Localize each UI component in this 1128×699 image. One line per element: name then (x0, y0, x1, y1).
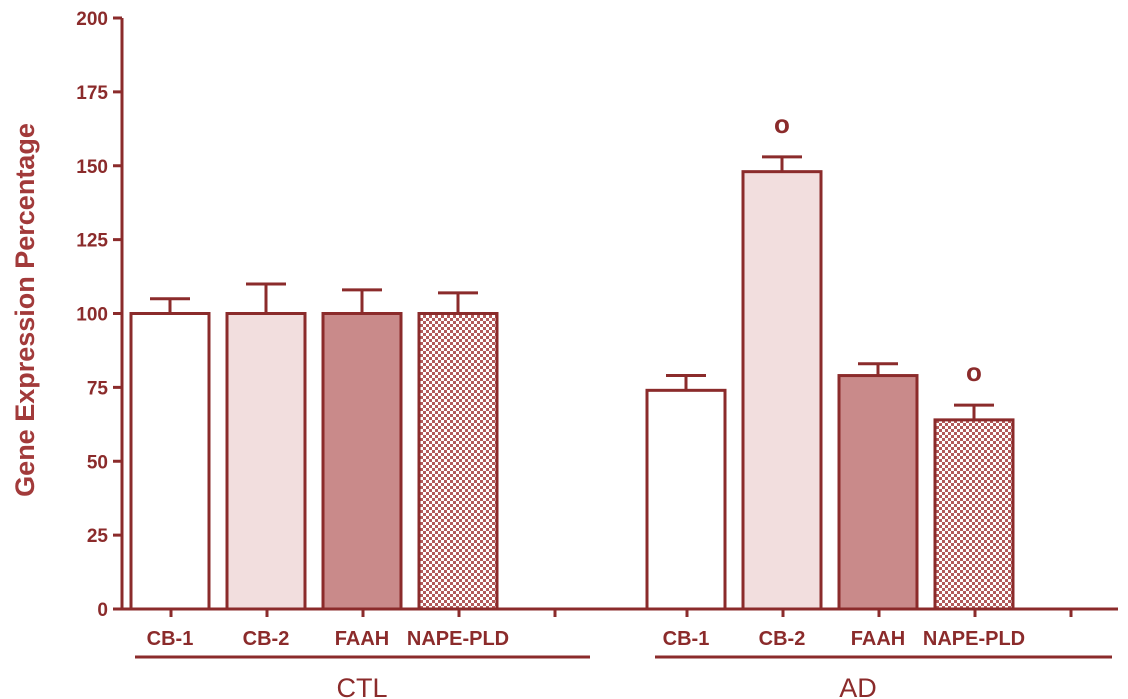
category-labels-layer: CB-1 CB-2 FAAH NAPE-PLD CTL CB-1 CB-2 FAAH NAPE-… (135, 628, 1112, 699)
y-tick-label: 50 (87, 452, 108, 473)
y-tick-label: 125 (76, 231, 108, 252)
category-label: CB-2 (243, 628, 290, 650)
y-tick-label: 150 (76, 157, 108, 178)
category-label: NAPE-PLD (923, 628, 1025, 650)
bar-ctl-cb-1 (129, 312, 211, 611)
y-axis-label: Gene Expression Percentage (10, 123, 40, 497)
significance-mark: o (774, 109, 790, 139)
y-tick-label: 175 (76, 83, 108, 104)
category-label: CB-1 (663, 628, 710, 650)
group-label: CTL (336, 673, 387, 699)
y-tick-label: 0 (97, 600, 108, 621)
y-tick-label: 75 (87, 378, 109, 399)
category-label: FAAH (335, 628, 389, 650)
bar-ad-faah (837, 374, 919, 611)
y-tick-label: 200 (76, 9, 108, 30)
bar-ctl-nape-pld (417, 312, 499, 611)
bar-ad-nape-pld (933, 418, 1015, 611)
group-label: AD (839, 673, 877, 699)
y-tick-label: 100 (76, 305, 108, 326)
category-label: NAPE-PLD (407, 628, 509, 650)
y-tick-label: 25 (87, 526, 109, 547)
category-label: FAAH (851, 628, 905, 650)
category-label: CB-2 (759, 628, 806, 650)
bars-layer: oo (129, 109, 1015, 611)
significance-mark: o (966, 357, 982, 387)
y-axis: 0 25 50 75 100 125 150 175 200 (76, 9, 124, 621)
bar-ctl-cb-2 (225, 312, 307, 611)
bar-ctl-faah (321, 312, 403, 611)
bar-ad-cb-2 (741, 170, 823, 611)
category-label: CB-1 (147, 628, 194, 650)
bar-ad-cb-1 (645, 388, 727, 611)
